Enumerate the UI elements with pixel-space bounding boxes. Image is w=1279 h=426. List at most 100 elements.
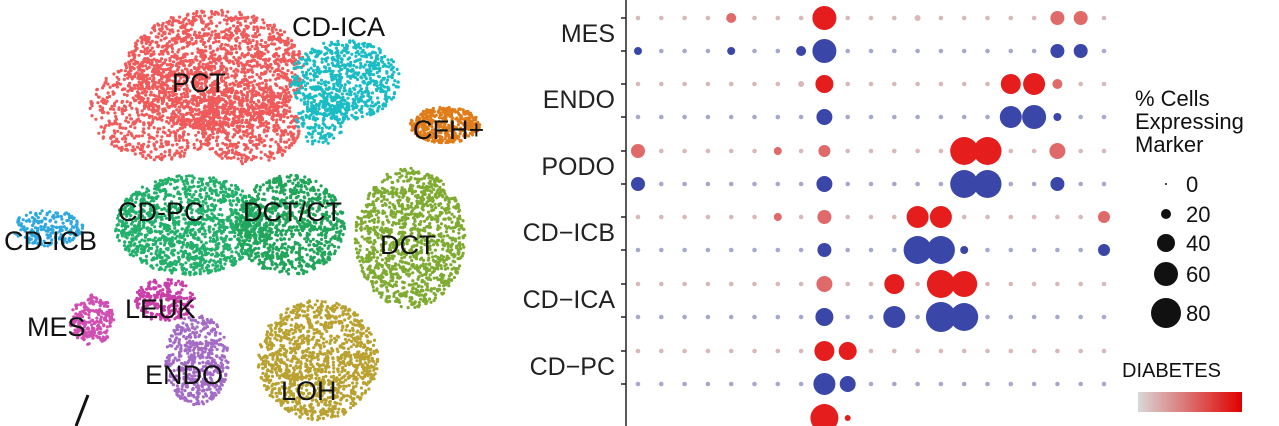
dot-red <box>1078 148 1083 154</box>
dot-blue <box>775 381 781 387</box>
dot-red <box>798 214 804 220</box>
dot-blue <box>775 48 781 54</box>
dot-red <box>1101 348 1107 354</box>
dot-blue <box>868 48 874 54</box>
dot-blue <box>1078 247 1083 253</box>
dot-blue <box>705 247 711 253</box>
dot-red <box>868 81 874 87</box>
cluster-label-mes: MES <box>27 312 86 342</box>
size-legend-dot <box>1157 234 1175 252</box>
dot-red <box>1031 348 1037 354</box>
dot-blue <box>1008 381 1014 387</box>
dot-blue <box>915 314 920 320</box>
dot-red <box>938 148 944 154</box>
dot-blue <box>659 181 664 187</box>
dot-red <box>659 214 664 220</box>
row-label-2: PODO <box>541 153 615 181</box>
dot-red <box>1078 348 1083 354</box>
dot-red <box>728 148 734 154</box>
dot-red <box>985 281 990 287</box>
dot-red <box>631 144 645 158</box>
dot-red <box>892 214 897 220</box>
dot-red <box>961 348 967 354</box>
dot-red <box>752 148 757 154</box>
dot-blue <box>1078 381 1083 387</box>
dot-red <box>1055 348 1060 354</box>
dot-blue <box>659 247 664 253</box>
dot-blue <box>727 47 736 55</box>
dot-blue <box>915 181 920 187</box>
dot-red <box>915 348 920 354</box>
row-label-3: CD−ICB <box>522 219 615 247</box>
dot-blue <box>1031 314 1037 320</box>
dot-blue <box>775 314 781 320</box>
dot-red <box>1098 211 1110 223</box>
dot-red <box>892 81 897 87</box>
dot-blue <box>1008 181 1014 187</box>
dot-red <box>1031 214 1037 220</box>
dot-red <box>728 81 734 87</box>
dot-red <box>814 341 835 361</box>
dot-blue <box>1008 247 1014 253</box>
dot-red <box>838 342 857 360</box>
dot-red <box>985 15 990 21</box>
dot-red <box>682 348 687 354</box>
dot-blue <box>634 47 642 55</box>
dot-red <box>1078 81 1083 87</box>
dot-blue <box>938 48 944 54</box>
dot-red <box>845 81 850 87</box>
dot-red <box>1101 81 1107 87</box>
dot-blue <box>728 314 734 320</box>
dot-blue <box>960 246 969 254</box>
dot-blue <box>631 177 645 191</box>
dot-red <box>752 348 757 354</box>
dot-blue <box>999 106 1022 128</box>
dot-blue <box>1101 381 1107 387</box>
dot-red <box>1008 281 1014 287</box>
dot-blue <box>1073 44 1088 58</box>
dot-red <box>884 274 905 294</box>
dot-blue <box>883 306 906 328</box>
dot-blue <box>938 114 944 120</box>
dot-red <box>635 15 641 21</box>
dot-red <box>682 15 687 21</box>
dot-red <box>1008 148 1014 154</box>
row-label-1: ENDO <box>542 86 615 114</box>
dot-red <box>752 15 757 21</box>
dot-red <box>1049 143 1066 159</box>
dot-blue <box>1053 113 1062 121</box>
dot-blue <box>1008 314 1014 320</box>
dot-red <box>798 148 804 154</box>
dot-blue <box>892 48 897 54</box>
dot-red <box>728 281 734 287</box>
color-legend-title: DIABETES <box>1122 360 1221 382</box>
dot-red <box>1008 348 1014 354</box>
dot-blue <box>868 247 874 253</box>
size-legend-label: 80 <box>1186 301 1211 326</box>
dot-blue <box>961 48 967 54</box>
dot-red <box>1031 15 1037 21</box>
dot-blue <box>752 181 757 187</box>
dot-blue <box>1031 181 1037 187</box>
dot-blue <box>915 114 920 120</box>
dot-red <box>818 145 831 157</box>
dot-blue <box>985 314 990 320</box>
dot-red <box>773 213 782 221</box>
dot-red <box>1052 79 1063 89</box>
dot-blue <box>659 381 664 387</box>
dot-red <box>1101 15 1107 21</box>
size-legend-dot <box>1154 262 1178 286</box>
size-legend-label: 0 <box>1186 172 1199 197</box>
dot-blue <box>798 247 804 253</box>
dot-blue <box>705 181 711 187</box>
dot-blue <box>682 48 687 54</box>
dot-blue <box>926 236 955 264</box>
dot-red <box>1055 281 1060 287</box>
dot-red <box>950 137 979 165</box>
dot-red <box>1101 281 1107 287</box>
dot-blue <box>728 381 734 387</box>
dot-red <box>728 214 734 220</box>
dot-red <box>868 214 874 220</box>
dot-red <box>635 281 641 287</box>
dot-red <box>845 214 850 220</box>
